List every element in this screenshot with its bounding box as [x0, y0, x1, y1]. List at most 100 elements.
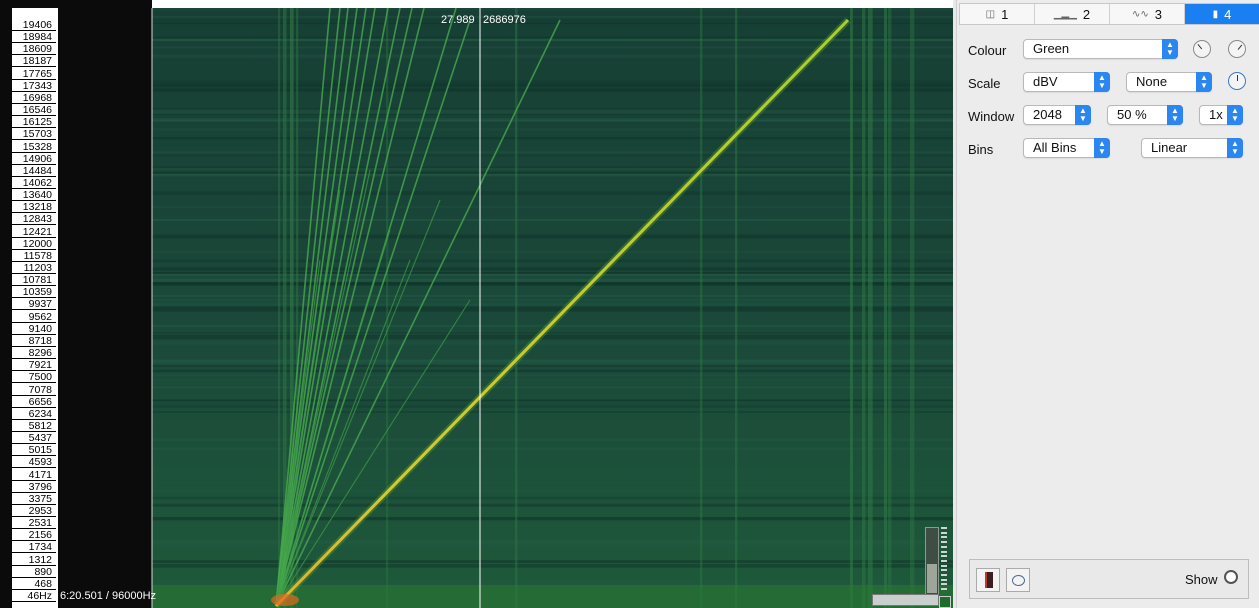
noise-band [152, 335, 953, 340]
harmonic-line [275, 19, 471, 607]
frequency-label: 1312 [28, 553, 52, 566]
tab-1[interactable]: ◫ 1 [960, 4, 1035, 24]
noise-band [152, 273, 953, 277]
frequency-label: 14484 [22, 164, 52, 177]
scale-tick [12, 309, 56, 311]
frequency-label: 16968 [22, 91, 52, 104]
vertical-streak [278, 8, 281, 608]
horizontal-scroll-indicator[interactable] [872, 594, 939, 606]
spectrogram-image[interactable] [0, 0, 953, 608]
noise-band [152, 341, 953, 345]
frequency-scale-select[interactable]: Linear ▲ ▼ [1141, 138, 1243, 158]
noise-band [152, 191, 953, 195]
vertical-streak [386, 8, 389, 608]
colour-select[interactable]: Green ▲ ▼ [1023, 39, 1178, 59]
noise-band [152, 540, 953, 544]
spectrum-icon: ▁▂▁ [1053, 8, 1077, 20]
normalize-select[interactable]: None ▲ ▼ [1126, 72, 1212, 92]
scale-tick [12, 503, 56, 505]
noise-band [152, 340, 953, 342]
window-size-select[interactable]: 2048 ▲ ▼ [1023, 105, 1091, 125]
window-overlap-select[interactable]: 50 % ▲ ▼ [1107, 105, 1183, 125]
frequency-label: 1734 [28, 541, 52, 554]
meter-tick [941, 559, 947, 562]
scale-tick [12, 42, 56, 44]
frequency-label: 13640 [22, 189, 52, 202]
tab-label: 4 [1224, 6, 1232, 22]
scale-tick [12, 601, 56, 603]
tab-2[interactable]: ▁▂▁ 2 [1035, 4, 1110, 24]
bins-select[interactable]: All Bins ▲ ▼ [1023, 138, 1110, 158]
noise-band [152, 411, 953, 413]
chevron-updown-icon: ▲ ▼ [1227, 138, 1243, 158]
scale-tick [12, 588, 56, 590]
chevron-updown-icon: ▲ ▼ [1094, 138, 1110, 158]
pane-layout-icon: ◫ [985, 8, 996, 20]
sweep-origin-hotspot [271, 594, 299, 606]
frequency-label: 468 [34, 577, 52, 590]
harmonic-line [275, 7, 341, 607]
scale-value: dBV [1033, 74, 1058, 89]
window-overlap-value: 50 % [1117, 107, 1147, 122]
tab-3[interactable]: ∿∿ 3 [1110, 4, 1185, 24]
noise-band [152, 283, 953, 287]
noise-band [152, 306, 953, 310]
vertical-streak [290, 8, 294, 608]
gain-knob-icon[interactable] [1193, 40, 1211, 58]
tab-label: 2 [1082, 6, 1091, 22]
frequency-label: 14906 [22, 152, 52, 165]
scale-tick [12, 333, 56, 335]
noise-band [152, 173, 953, 176]
threshold-knob-icon[interactable] [1228, 72, 1246, 90]
noise-band [152, 281, 953, 286]
vertical-streak [868, 8, 873, 608]
meter-tick [941, 541, 947, 544]
noise-band [152, 399, 953, 402]
noise-band [152, 309, 953, 312]
sweep-line [274, 18, 850, 608]
noise-band [152, 540, 953, 544]
noise-band [152, 36, 953, 39]
scale-tick [12, 479, 56, 481]
tab-4[interactable]: ▮ 4 [1185, 4, 1259, 24]
noise-band [152, 404, 953, 408]
vertical-streak [888, 8, 892, 608]
frequency-label: 17343 [22, 79, 52, 92]
top-margin [152, 0, 953, 8]
noise-band [152, 302, 953, 305]
noise-band [152, 267, 953, 271]
scale-select[interactable]: dBV ▲ ▼ [1023, 72, 1110, 92]
show-radio[interactable] [1224, 570, 1238, 584]
chevron-updown-icon: ▲ ▼ [1196, 72, 1212, 92]
scale-tick [12, 187, 56, 189]
scale-tick [12, 248, 56, 250]
noise-band [152, 272, 953, 274]
chevron-updown-icon: ▲ ▼ [1227, 105, 1243, 125]
bins-label: Bins [968, 142, 994, 157]
noise-band [152, 259, 953, 263]
noise-band [152, 88, 953, 92]
noise-band [152, 54, 953, 58]
layer-visibility-button[interactable] [1006, 568, 1030, 592]
frequency-label: 12843 [22, 213, 52, 226]
frequency-label: 14062 [22, 176, 52, 189]
meter-tick [941, 527, 947, 529]
layer-colour-button[interactable] [976, 568, 1000, 592]
scale-tick [12, 370, 56, 372]
noise-band [152, 173, 953, 177]
spectrogram-pane[interactable]: 19406 18984 18609 18187 17765 17343 16968 16546… [0, 0, 953, 608]
frequency-label: 7921 [28, 359, 52, 372]
harmonic-line [275, 7, 331, 607]
harmonic-line [275, 7, 401, 607]
scale-tick [12, 418, 56, 420]
meter-tick [941, 564, 947, 567]
low-frequency-band [152, 585, 953, 608]
frequency-label: 8718 [28, 334, 52, 347]
colour-rotation-knob-icon[interactable] [1228, 40, 1246, 58]
scale-tick [12, 90, 56, 92]
noise-band [152, 109, 953, 111]
scale-tick [12, 576, 56, 578]
oversample-select[interactable]: 1x ▲ ▼ [1199, 105, 1243, 125]
frequency-label: 7078 [28, 383, 52, 396]
noise-band [152, 503, 953, 507]
